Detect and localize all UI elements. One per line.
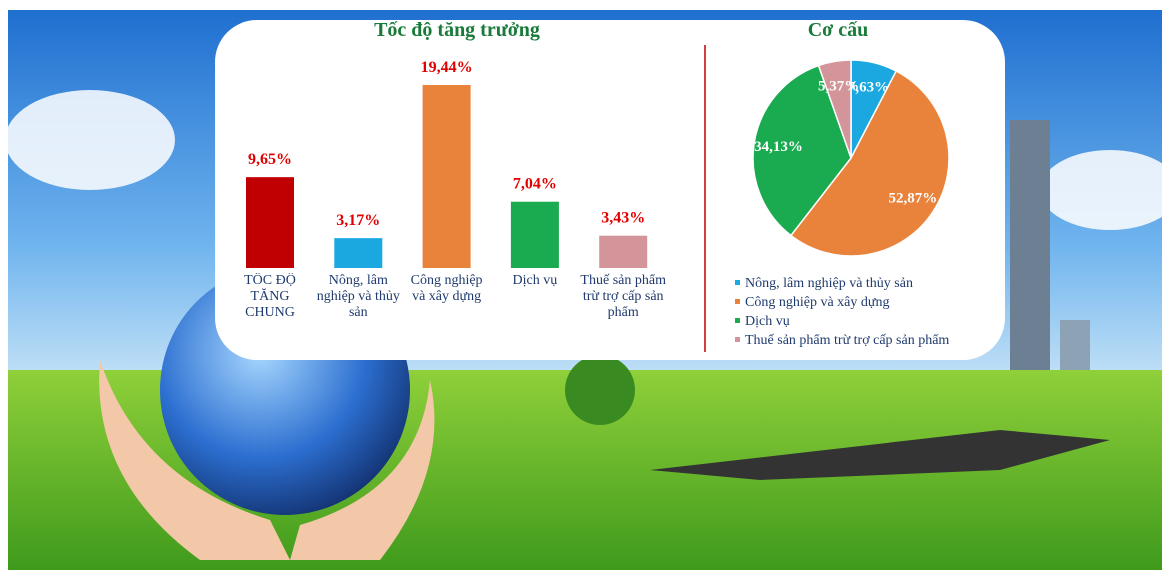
category-label: Thuế sản phẩm trừ trợ cấp sản phẩm — [579, 273, 667, 321]
chart-title: Tốc độ tăng trưởng — [374, 19, 540, 41]
category-label: TỐC ĐỘ TĂNG CHUNG — [226, 273, 314, 321]
value-label: 3,17% — [336, 212, 380, 229]
label-box: Thuế sản phẩm trừ trợ cấp sản phẩm — [579, 273, 667, 353]
label-box: Dịch vụ — [491, 273, 579, 353]
value-label: 3,43% — [601, 210, 645, 227]
value-label: 19,44% — [421, 59, 473, 76]
legend-marker — [735, 280, 740, 285]
label-box: Nông, lâm nghiệp và thủy sản — [314, 273, 402, 353]
tree — [565, 355, 635, 425]
page: Tốc độ tăng trưởng Cơ cấu 9,65% TỐC ĐỘ TĂ… — [0, 0, 1170, 580]
label-box: TỐC ĐỘ TĂNG CHUNG — [226, 273, 314, 353]
chart-title: Cơ cấu — [808, 19, 869, 41]
bar — [511, 202, 559, 268]
building — [1010, 120, 1050, 410]
value-label: 52,87% — [889, 191, 938, 207]
bar — [423, 85, 471, 268]
legend-label: Dịch vụ — [745, 314, 790, 329]
cloud — [5, 90, 175, 190]
label-box: Công nghiệp và xây dựng — [403, 273, 491, 353]
bar — [599, 236, 647, 268]
category-label: Dịch vụ — [491, 273, 579, 289]
value-label: 5,37% — [818, 79, 859, 95]
infographic: Tốc độ tăng trưởng Cơ cấu 9,65% TỐC ĐỘ TĂ… — [0, 0, 1170, 580]
legend-marker — [735, 299, 740, 304]
legend-label: Thuế sản phẩm trừ trợ cấp sản phẩm — [745, 333, 949, 348]
legend-label: Nông, lâm nghiệp và thủy sản — [745, 276, 913, 291]
category-label: Công nghiệp và xây dựng — [403, 273, 491, 305]
value-label: 9,65% — [248, 151, 292, 168]
legend-label: Công nghiệp và xây dựng — [745, 295, 889, 310]
bar — [246, 177, 294, 268]
category-label: Nông, lâm nghiệp và thủy sản — [314, 273, 402, 321]
value-label: 7,04% — [513, 176, 557, 193]
value-label: 34,13% — [754, 139, 803, 155]
legend-marker — [735, 318, 740, 323]
bar — [334, 238, 382, 268]
legend-marker — [735, 337, 740, 342]
